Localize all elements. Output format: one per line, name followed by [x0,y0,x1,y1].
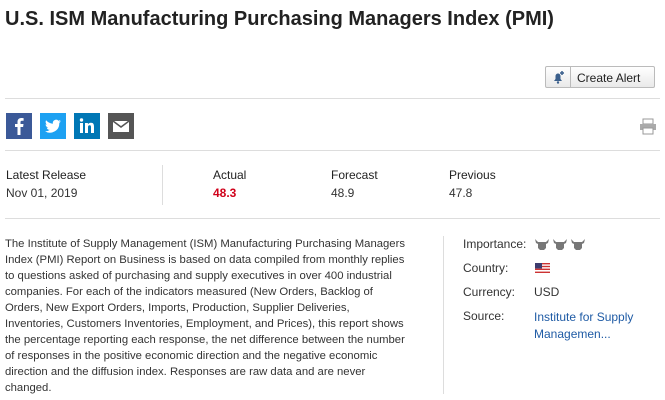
linkedin-share[interactable] [74,113,100,139]
source-label: Source: [463,309,505,323]
page-title: U.S. ISM Manufacturing Purchasing Manage… [5,8,554,30]
separator [162,165,163,205]
source-link[interactable]: Institute for Supply Managemen... [534,310,634,341]
divider [5,98,660,99]
facebook-share[interactable] [6,113,32,139]
print-button[interactable] [639,117,657,135]
divider [5,150,660,151]
importance-icons [535,239,585,250]
release-label: Actual [213,168,247,182]
release-value: 48.3 [213,186,237,200]
country-label: Country: [463,261,509,275]
release-label: Forecast [331,168,378,182]
divider [5,218,660,219]
release-value: Nov 01, 2019 [6,186,78,200]
create-alert-label[interactable]: Create Alert [577,71,641,85]
us-flag [535,263,550,273]
release-value: 47.8 [449,186,473,200]
description: The Institute of Supply Management (ISM)… [5,238,405,394]
importance-label: Importance: [463,237,527,251]
currency-label: Currency: [463,285,516,299]
alert-icon [554,67,571,87]
twitter-share[interactable] [40,113,66,139]
currency-value: USD [534,285,560,299]
release-label: Latest Release [6,168,87,182]
create-alert-button[interactable]: Create Alert [545,66,655,88]
release-label: Previous [449,168,496,182]
release-value: 48.9 [331,186,355,200]
email-share[interactable] [108,113,134,139]
separator [443,236,444,394]
